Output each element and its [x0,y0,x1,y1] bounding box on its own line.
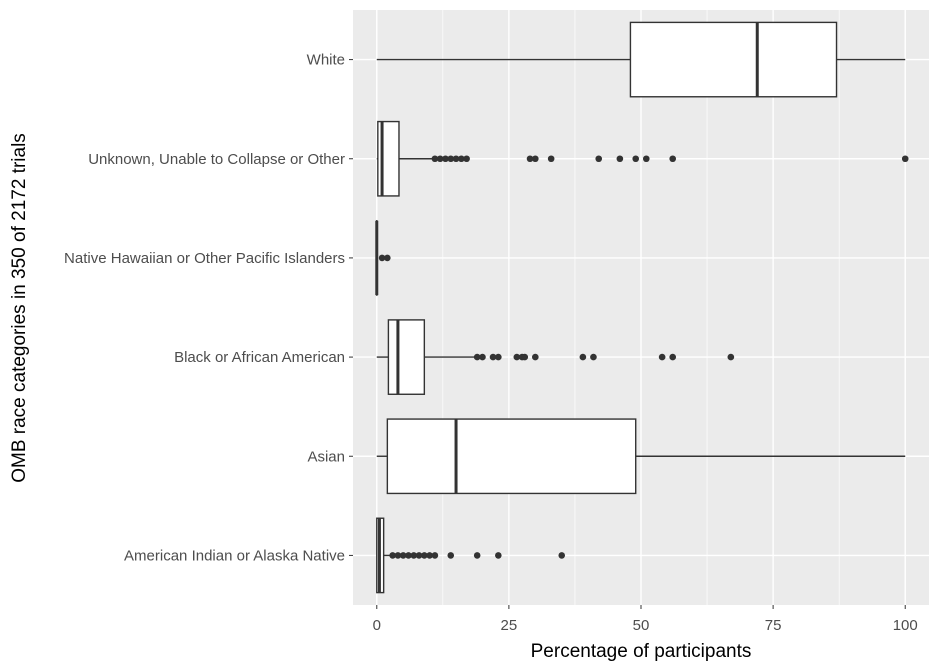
box-white [376,21,906,98]
box-american-indian-or-alaska-native [376,517,566,594]
x-axis-title: Percentage of participants [531,641,752,662]
y-tick-label-black-or-african-american: Black or African American [174,349,345,366]
axis-ticks: 0 25 50 75 100 White Unknown, Unable to Collap… [64,52,918,634]
outlier-point [447,552,455,559]
box-iqr [386,418,637,495]
outlier-point [415,552,423,559]
outlier-point [473,552,481,559]
outlier-point [458,155,465,163]
x-tick-label: 25 [501,617,518,634]
outlier-point [495,353,502,361]
box-iqr [387,319,426,395]
x-tick-label: 100 [893,617,918,634]
outlier-point [595,155,603,163]
y-tick-label-unknown-unable-to-collapse-or-other: Unknown, Unable to Collapse or Other [88,151,345,168]
outlier-point [405,552,412,559]
outlier-point [513,353,521,361]
outlier-point [521,353,529,361]
outlier-point [399,552,407,559]
outlier-point [901,155,909,163]
outlier-point [426,552,433,559]
outlier-point [669,155,677,163]
outlier-point [658,353,666,361]
x-tick-label: 75 [765,617,782,634]
outlier-point [669,353,677,361]
outlier-point [632,155,640,163]
outlier-point [378,254,386,262]
outlier-point [579,353,587,361]
x-tick-label: 50 [633,617,650,634]
y-tick-label-white: White [307,52,345,69]
outlier-point [473,353,481,361]
outlier-point [436,155,444,163]
outlier-point [558,552,566,559]
outlier-point [526,155,534,163]
outlier-point [727,353,735,361]
outlier-point [442,155,449,163]
outlier-point [431,552,439,559]
outlier-point [532,353,539,361]
box-unknown-unable-to-collapse-or-other [376,120,909,197]
y-tick-label-asian: Asian [307,448,345,465]
outlier-point [447,155,455,163]
outlier-point [479,353,486,361]
outlier-point [489,353,497,361]
outlier-point [495,552,502,559]
outlier-point [547,155,555,163]
outlier-point [590,353,597,361]
box-asian [376,418,906,495]
outlier-point [389,552,396,559]
boxes-layer [375,21,909,594]
box-black-or-african-american [376,319,735,395]
outlier-point [421,552,428,559]
y-axis-title: OMB race categories in 350 of 2172 trial… [9,133,30,483]
y-tick-label-native-hawaiian-or-other-pacific-islanders: Native Hawaiian or Other Pacific Islande… [64,250,345,267]
outlier-point [410,552,418,559]
outlier-point [463,155,470,163]
outlier-point [384,254,391,262]
outlier-point [642,155,650,163]
y-tick-label-american-indian-or-alaska-native: American Indian or Alaska Native [124,547,345,564]
outlier-point [452,155,460,163]
outlier-point [532,155,539,163]
outlier-point [394,552,402,559]
box-native-hawaiian-or-other-pacific-islanders [375,220,391,296]
outlier-point [431,155,439,163]
box-iqr [629,21,838,98]
x-tick-label: 0 [373,617,381,634]
outlier-point [616,155,624,163]
